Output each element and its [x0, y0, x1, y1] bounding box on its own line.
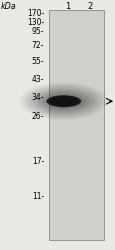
Ellipse shape	[29, 87, 98, 116]
Text: 34-: 34-	[31, 94, 44, 102]
Ellipse shape	[20, 83, 106, 120]
Text: 130-: 130-	[27, 18, 44, 27]
FancyBboxPatch shape	[48, 10, 103, 240]
Text: 17-: 17-	[31, 157, 44, 166]
Text: 170-: 170-	[27, 9, 44, 18]
Text: 2: 2	[87, 2, 92, 11]
Text: kDa: kDa	[1, 2, 17, 11]
Ellipse shape	[46, 95, 80, 107]
Text: 1: 1	[64, 2, 69, 11]
Text: 72-: 72-	[31, 40, 44, 50]
Ellipse shape	[24, 85, 102, 118]
Ellipse shape	[51, 97, 75, 106]
Text: 95-: 95-	[31, 28, 44, 36]
Ellipse shape	[33, 89, 93, 114]
Text: 11-: 11-	[32, 192, 44, 201]
Ellipse shape	[37, 91, 89, 112]
Ellipse shape	[42, 93, 85, 109]
Text: 43-: 43-	[31, 75, 44, 84]
Text: 26-: 26-	[31, 112, 44, 121]
Ellipse shape	[49, 96, 78, 106]
Text: 55-: 55-	[31, 57, 44, 66]
